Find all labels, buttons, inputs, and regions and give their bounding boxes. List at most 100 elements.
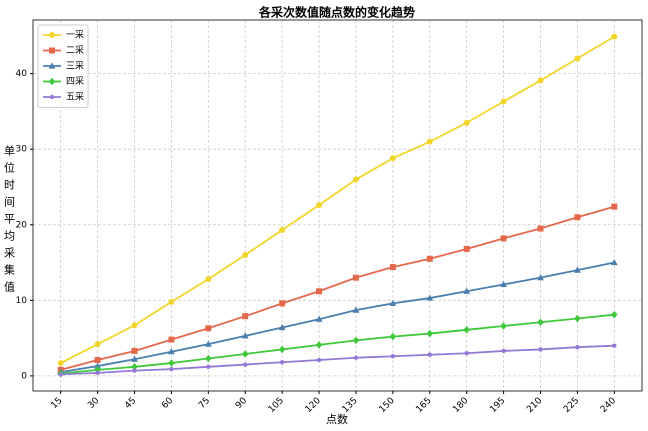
marker	[48, 77, 56, 86]
x-tick-label: 195	[488, 396, 507, 415]
marker	[206, 364, 211, 370]
x-tick-label: 45	[123, 396, 138, 411]
marker	[426, 255, 433, 262]
marker	[463, 119, 470, 126]
legend-label: 四采	[66, 76, 84, 87]
marker	[49, 32, 55, 38]
marker	[242, 350, 249, 358]
marker	[316, 202, 323, 209]
x-tick-label: 90	[234, 396, 249, 411]
marker	[205, 354, 212, 363]
marker	[426, 329, 433, 338]
marker	[500, 235, 507, 242]
marker	[168, 348, 175, 355]
marker	[611, 310, 618, 319]
series-line	[60, 313, 615, 375]
marker	[426, 294, 434, 301]
marker	[389, 332, 397, 341]
y-tick-label: 10	[16, 296, 28, 306]
x-tick-label: 120	[304, 396, 323, 415]
marker	[610, 258, 618, 266]
marker	[611, 203, 618, 210]
marker	[537, 318, 544, 327]
marker	[58, 372, 63, 377]
x-tick-label: 225	[562, 396, 581, 415]
x-tick-label: 135	[341, 396, 360, 415]
marker	[537, 274, 544, 281]
marker	[353, 355, 359, 360]
marker	[95, 370, 100, 376]
marker	[57, 360, 64, 367]
y-tick-label: 0	[21, 371, 27, 381]
marker	[464, 351, 469, 356]
marker	[315, 341, 323, 349]
x-tick-label: 30	[86, 396, 101, 411]
marker	[49, 47, 55, 54]
marker	[94, 341, 101, 348]
marker	[279, 227, 286, 234]
marker	[278, 323, 286, 331]
marker	[279, 360, 285, 365]
x-tick-label: 105	[267, 396, 286, 415]
legend-label: 二采	[66, 45, 84, 56]
series-line	[60, 35, 615, 364]
marker	[205, 276, 212, 283]
marker	[575, 344, 580, 350]
marker	[131, 363, 138, 371]
y-tick-label: 20	[16, 220, 28, 230]
marker	[389, 299, 397, 306]
y-tick-label: 30	[16, 145, 28, 155]
legend-box	[37, 24, 89, 108]
x-tick-label: 165	[414, 396, 433, 415]
marker	[316, 288, 323, 295]
x-tick-label: 210	[525, 396, 544, 415]
marker	[94, 366, 101, 374]
plot-frame	[32, 19, 643, 392]
series-line	[60, 344, 615, 376]
marker	[574, 314, 581, 323]
marker	[390, 354, 396, 359]
x-tick-label: 60	[160, 396, 175, 411]
marker	[463, 287, 471, 294]
marker	[537, 225, 544, 232]
y-tick-label: 40	[16, 69, 28, 79]
x-tick-label: 15	[49, 396, 64, 411]
marker	[500, 98, 507, 105]
marker	[612, 343, 617, 348]
marker	[205, 325, 212, 332]
marker	[500, 280, 507, 288]
marker	[389, 264, 396, 271]
marker	[500, 322, 507, 330]
marker	[426, 138, 433, 145]
marker	[501, 348, 506, 354]
series-line	[60, 205, 615, 371]
marker	[279, 300, 286, 307]
series-line	[60, 261, 615, 373]
marker	[574, 55, 581, 62]
marker	[132, 368, 137, 373]
marker	[204, 340, 212, 347]
legend-label: 五采	[66, 92, 84, 103]
marker	[168, 298, 175, 305]
marker	[537, 77, 544, 84]
marker	[352, 336, 360, 345]
marker	[463, 245, 470, 252]
marker	[94, 362, 101, 369]
marker	[168, 336, 175, 343]
marker	[427, 352, 432, 357]
marker	[389, 155, 396, 162]
x-tick-label: 240	[599, 396, 618, 415]
marker	[315, 315, 323, 322]
marker	[242, 251, 249, 258]
marker	[49, 94, 55, 100]
marker	[243, 362, 248, 367]
y-axis-label: 单位时间平均采集值	[3, 145, 16, 298]
marker	[538, 347, 543, 352]
marker	[352, 176, 359, 183]
x-tick-label: 150	[378, 396, 397, 415]
marker	[242, 313, 249, 320]
marker	[94, 357, 101, 364]
marker	[316, 357, 322, 363]
marker	[278, 345, 286, 354]
x-tick-label: 75	[197, 396, 212, 411]
